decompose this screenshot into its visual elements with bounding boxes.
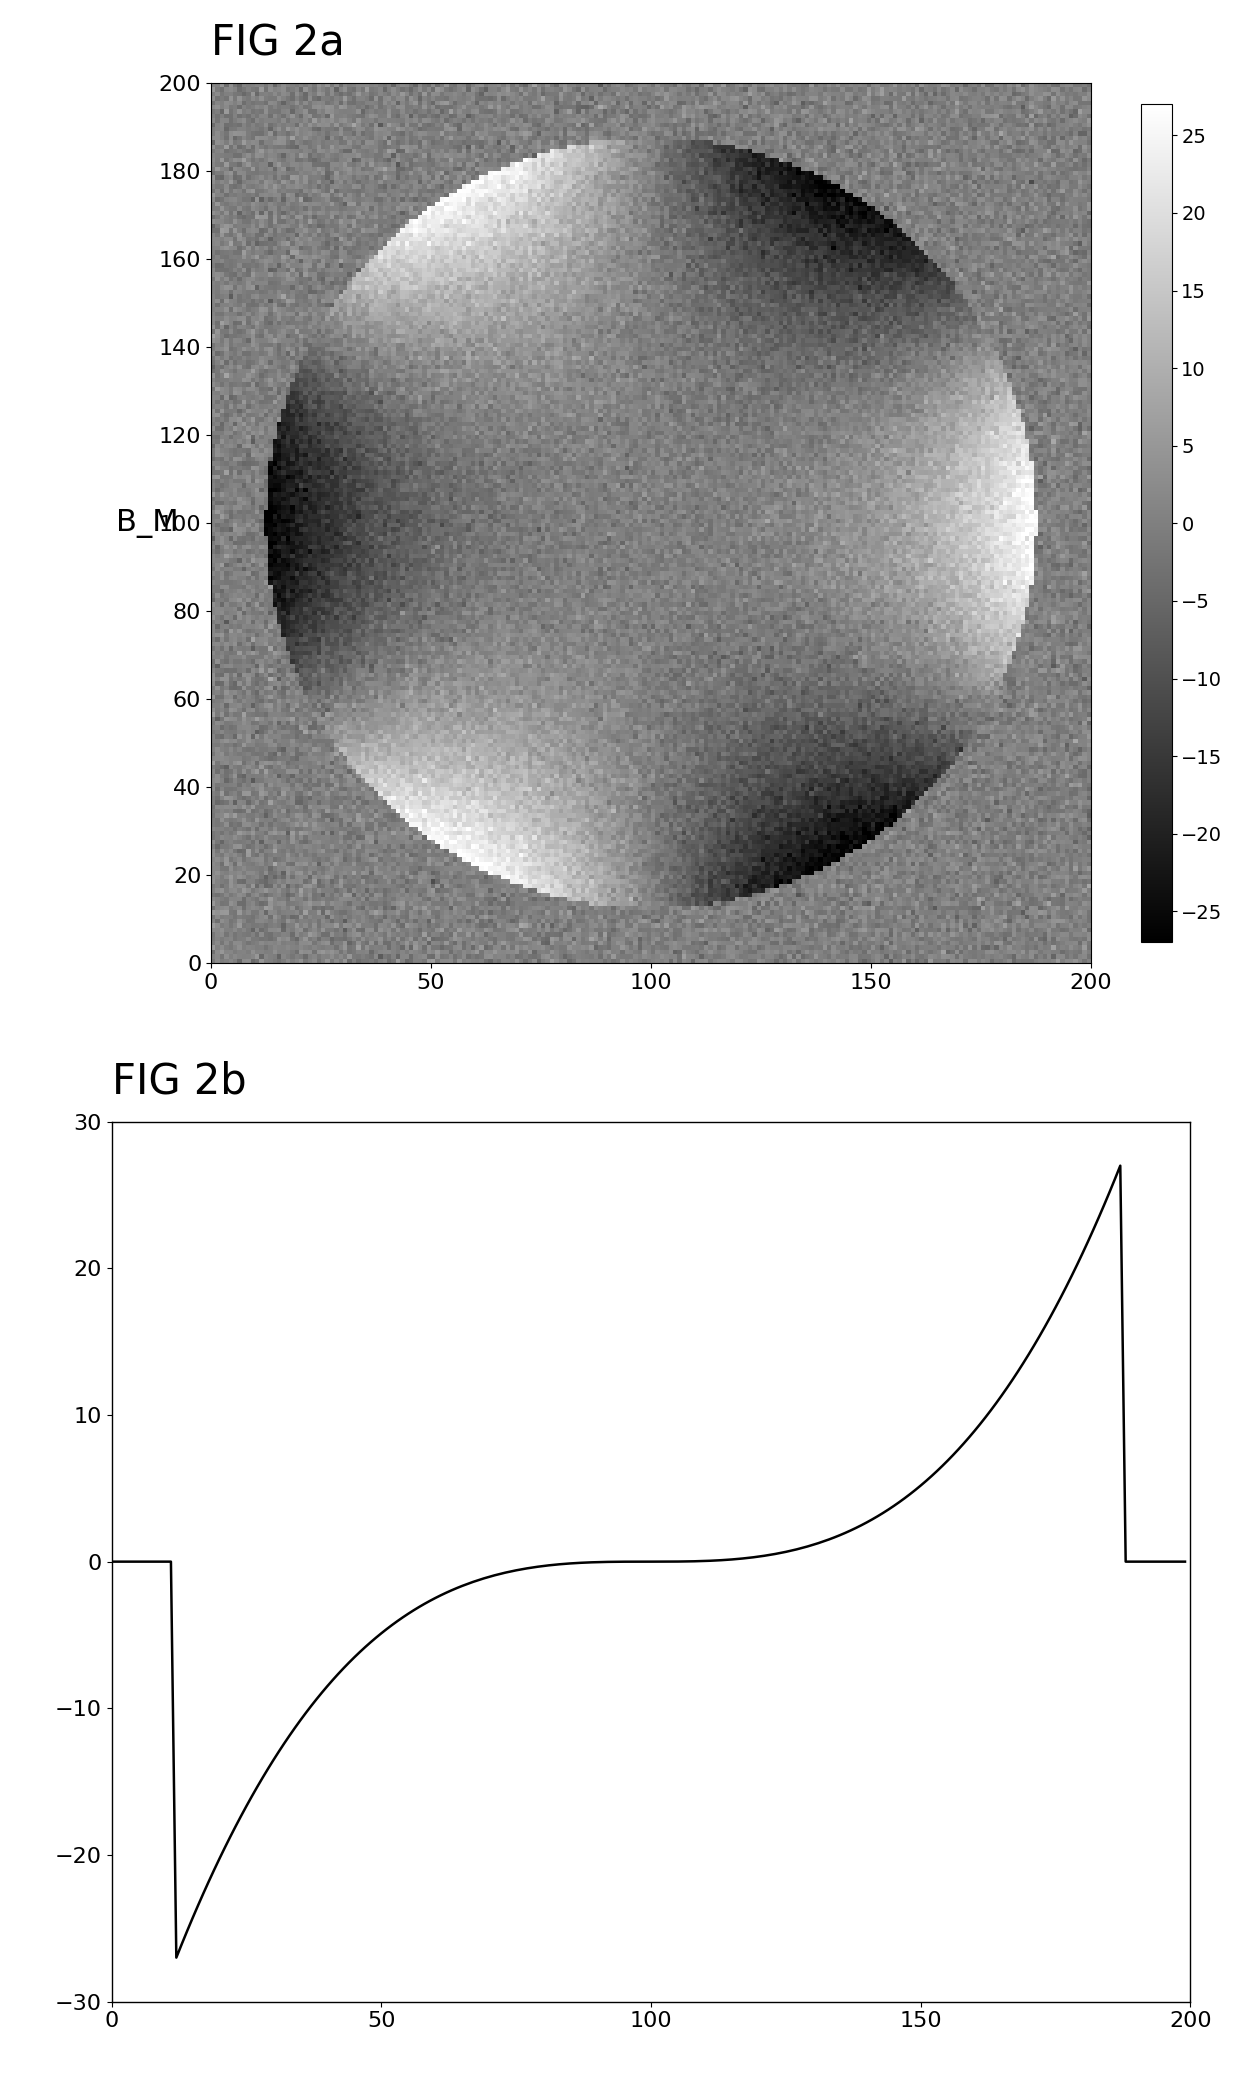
Text: FIG 2b: FIG 2b	[112, 1061, 247, 1103]
Text: FIG 2a: FIG 2a	[211, 23, 345, 65]
Y-axis label: B_M: B_M	[117, 509, 179, 538]
